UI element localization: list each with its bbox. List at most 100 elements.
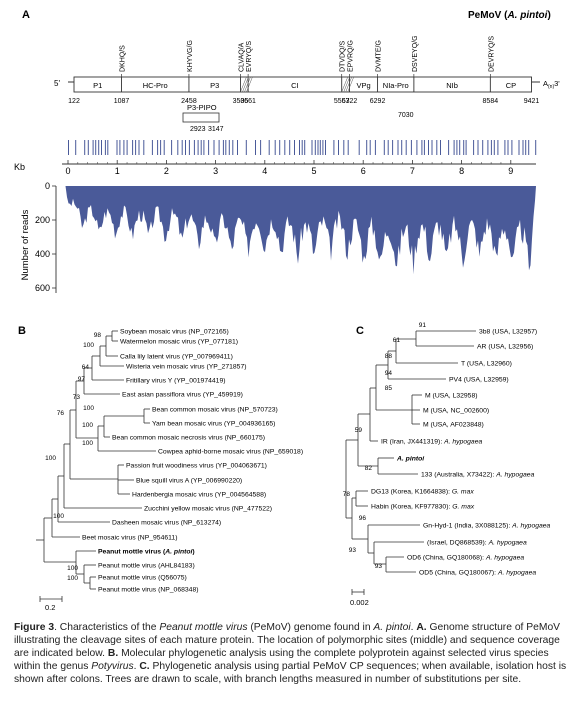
- tree-b-taxon: Watermelon mosaic virus (YP_077181): [120, 339, 238, 346]
- kb-tick-label: 6: [361, 166, 366, 176]
- tree-b-taxon: Fritillary virus Y (YP_001974419): [126, 378, 225, 385]
- kb-tick-label: 8: [459, 166, 464, 176]
- polymorphic-site: [208, 140, 210, 155]
- tree-c-taxon: AR (USA, L32956): [477, 344, 533, 351]
- kb-tick-label: 9: [508, 166, 513, 176]
- polymorphic-site: [126, 140, 128, 155]
- tree-b-taxon: East asian passiflora virus (YP_459919): [122, 392, 243, 399]
- reads-tick-label: 200: [35, 215, 50, 225]
- polymorphic-site: [87, 140, 89, 155]
- tree-c-bootstrap: 94: [385, 370, 393, 377]
- polymorphic-site: [107, 140, 109, 155]
- tree-b-bootstrap: 100: [67, 575, 78, 582]
- kb-tick-label: 3: [213, 166, 218, 176]
- caption-c-label: C.: [139, 660, 150, 672]
- polymorphic-site: [289, 140, 291, 155]
- tree-c-bootstrap: 93: [375, 563, 383, 570]
- polymorphic-site: [260, 140, 262, 155]
- tree-c-taxon: M (USA, L32958): [425, 393, 478, 400]
- caption-b-label: B.: [107, 647, 119, 659]
- polymorphic-site: [222, 140, 224, 155]
- kb-tick-label: 5: [311, 166, 316, 176]
- reads-tick-label: 600: [35, 283, 50, 293]
- caption-a-text: Genome structure of PeMoV illustrating t…: [14, 622, 561, 659]
- polymorphic-site: [347, 140, 349, 155]
- polymorphic-site: [245, 140, 247, 155]
- pipo-start: 2923: [190, 126, 206, 133]
- tree-b-bootstrap: 76: [57, 410, 65, 417]
- cleavage-site-label: KHYVG/G: [187, 40, 194, 72]
- tree-c-taxon: 3b8 (USA, L32957): [479, 329, 537, 336]
- polymorphic-site: [279, 140, 281, 155]
- panel-b-label: B: [18, 325, 26, 337]
- polymorphic-site: [428, 140, 429, 155]
- cleavage-site-label: EVRYQ/S: [246, 41, 253, 72]
- protein-name: P1: [93, 81, 102, 90]
- tree-b-bootstrap: 100: [83, 342, 94, 349]
- polymorphic-site: [528, 140, 530, 155]
- tree-b-taxon: Bean common mosaic virus (NP_570723): [152, 407, 278, 414]
- polymorphic-site: [493, 140, 495, 155]
- pipo-end: 3147: [208, 126, 224, 133]
- genome-position: 2458: [181, 98, 197, 105]
- peptide-hatch: [244, 76, 251, 93]
- orf-box: [73, 76, 532, 93]
- protein-name: HC-Pro: [143, 81, 168, 90]
- tree-b-taxon: Passion fruit woodiness virus (YP_004063…: [126, 463, 267, 470]
- tree-b-taxon: Peanut mottle virus (NP_068348): [98, 587, 199, 594]
- tree-c-taxon: Gn-Hyd-1 (India, 3X088125): A. hypogaea: [423, 523, 551, 530]
- polymorphic-site: [369, 140, 371, 155]
- figure-canvas: A PeMoV (A. pintoi) DKHQ/S KHYVG/G CLVAQ/A…: [14, 9, 560, 612]
- genome-position: 9421: [524, 98, 540, 105]
- polymorphic-site: [482, 140, 484, 155]
- polymorphic-site: [487, 140, 489, 155]
- protein-name: NIa-Pro: [383, 81, 409, 90]
- kb-tick-label: 0: [65, 166, 70, 176]
- polymorphic-site: [138, 140, 140, 155]
- polymorphic-site: [410, 140, 412, 155]
- polymorphic-site: [459, 140, 461, 155]
- polymorphic-site: [75, 140, 77, 155]
- polymorphic-site: [507, 140, 509, 155]
- polymorphic-site: [497, 140, 499, 155]
- polymorphic-site: [465, 140, 467, 155]
- polymorphic-site: [401, 140, 403, 155]
- polymorphic-site: [225, 140, 227, 155]
- genome-position: 3661: [240, 98, 256, 105]
- polymorphic-site: [157, 140, 159, 155]
- caption-c-text: Phylogenetic analysis using partial PeMo…: [14, 660, 567, 685]
- polymorphic-site: [101, 140, 102, 155]
- polymorphic-site: [299, 140, 300, 155]
- polymorphic-site: [416, 140, 418, 155]
- caption-b-text: Molecular phylogenetic analysis using th…: [14, 647, 549, 672]
- tree-c-bootstrap: 85: [385, 385, 393, 392]
- polymorphic-site: [143, 140, 145, 155]
- polymorphic-site: [453, 140, 455, 155]
- peptide-hatch: [345, 76, 352, 93]
- tree-c-taxon: IR (Iran, JX441319): A. hypogaea: [381, 439, 482, 446]
- tree-b-taxon: Wisteria vein mosaic virus (YP_271857): [126, 364, 247, 371]
- polymorphic-site: [98, 140, 100, 155]
- cleavage-sites: DKHQ/S KHYVG/G CLVAQ/A EVRYQ/S DTVDQ/S EPVRQ/…: [119, 35, 495, 77]
- polymorphic-site: [490, 140, 492, 155]
- genome-position: 5563: [334, 98, 350, 105]
- tree-b-bootstrap: 100: [45, 455, 56, 462]
- tree-b-taxon: Hardenbergia mosaic virus (YP_004564588): [132, 492, 266, 499]
- caption-genus: Potyvirus: [91, 660, 134, 672]
- protein-name: P3: [210, 81, 219, 90]
- polymorphic-site: [181, 140, 183, 155]
- polymorphic-site: [436, 140, 438, 155]
- polymorphic-site: [383, 140, 385, 155]
- polymorphic-site: [232, 140, 234, 155]
- pipo-box: [182, 112, 220, 123]
- polymorphic-site: [200, 140, 202, 155]
- polymorphic-site: [185, 140, 186, 155]
- caption-a-label: A.: [416, 622, 427, 633]
- polymorphic-site: [338, 140, 339, 155]
- polymorphic-site: [504, 140, 506, 155]
- caption-virus: Peanut mottle virus: [159, 622, 248, 633]
- reads-tick-label: 400: [35, 249, 50, 259]
- cleavage-site-label: DSVEYQ/G: [412, 35, 419, 72]
- tree-b-scale-label: 0.2: [45, 603, 55, 612]
